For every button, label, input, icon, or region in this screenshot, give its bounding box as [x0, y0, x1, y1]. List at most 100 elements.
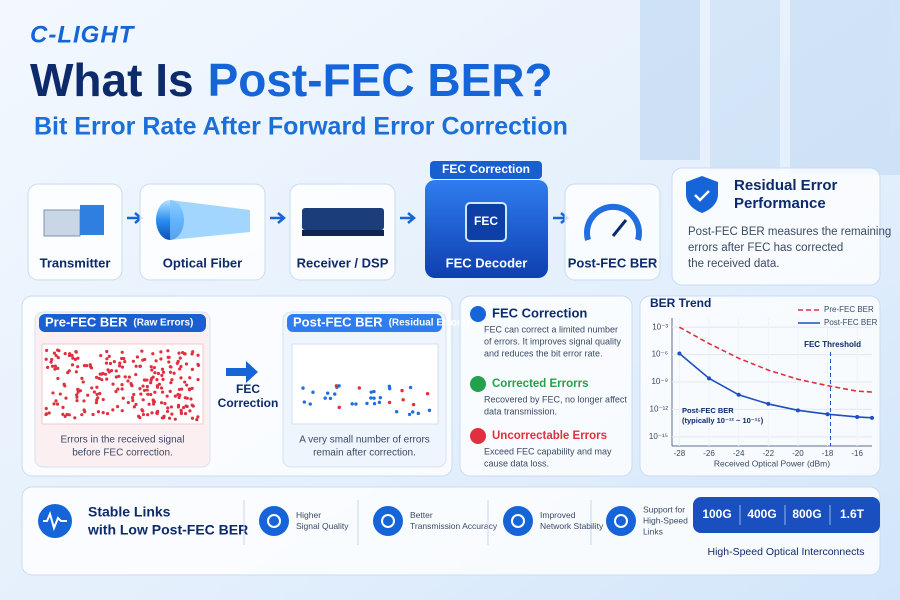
error-dot: [54, 399, 58, 403]
feature-label: High-Speed: [643, 515, 688, 525]
error-dot: [116, 387, 120, 391]
error-dot: [107, 370, 111, 374]
error-dot: [75, 393, 79, 397]
series-marker: [766, 401, 771, 406]
x-tick-label: -16: [851, 449, 863, 458]
error-dot: [82, 364, 86, 368]
error-dot: [196, 377, 200, 382]
post-plot: [291, 343, 439, 425]
error-dot: [58, 392, 62, 396]
shield-icon: [686, 176, 718, 213]
error-dot: [160, 373, 164, 377]
shield-check: [694, 190, 710, 202]
error-dot: [151, 399, 156, 403]
error-dot: [143, 357, 147, 362]
error-dot: [56, 366, 60, 370]
error-dot: [111, 408, 115, 412]
info-text: Recovered by FEC, no longer affect: [484, 394, 627, 404]
error-dot: [61, 405, 65, 409]
error-dot: [52, 351, 57, 355]
stage-label: Optical Fiber: [163, 255, 242, 270]
error-dot: [70, 353, 74, 358]
error-dot: [123, 359, 127, 364]
error-dot: [44, 412, 49, 416]
info-text: data transmission.: [484, 406, 557, 416]
transmitter-icon: [80, 205, 104, 235]
residual-dot: [333, 392, 337, 396]
error-dot: [196, 353, 200, 357]
y-tick-label: 10⁻⁶: [652, 350, 668, 359]
error-dot: [68, 352, 72, 356]
info-title: FEC Correction: [492, 305, 587, 320]
feature-icon: [373, 506, 403, 536]
residual-dot: [377, 400, 382, 405]
error-dot: [109, 369, 114, 373]
series-marker: [870, 415, 874, 420]
error-dot: [55, 402, 60, 406]
feature-label: Signal Quality: [296, 521, 349, 531]
error-dot: [150, 368, 154, 372]
series-marker: [855, 414, 860, 419]
error-dot: [153, 390, 157, 394]
residual-dot: [427, 408, 432, 413]
error-dot: [168, 370, 173, 374]
error-dot: [121, 396, 125, 400]
chip-icon: [465, 202, 507, 242]
error-dot: [178, 367, 182, 371]
error-dot: [145, 384, 149, 389]
info-text: of errors. It improves signal quality: [484, 336, 622, 346]
error-dot: [103, 372, 108, 376]
error-dot: [50, 357, 54, 362]
error-dot: [120, 356, 124, 361]
error-dot: [120, 409, 124, 413]
error-dot: [190, 386, 194, 390]
error-dot: [134, 372, 138, 377]
gauge-icon: [584, 203, 642, 241]
error-dot: [185, 383, 189, 387]
error-dot: [152, 402, 156, 406]
error-dot: [142, 388, 147, 393]
error-dot: [53, 364, 57, 368]
error-dot: [80, 376, 84, 380]
error-dot: [64, 396, 68, 400]
error-dot: [120, 383, 124, 387]
error-dot: [105, 411, 110, 416]
error-dot: [107, 354, 111, 358]
speed-label: 1.6T: [840, 507, 865, 521]
error-dot: [71, 356, 75, 360]
residual-card: [671, 167, 881, 286]
chart-card: [639, 295, 881, 477]
error-dot: [195, 417, 199, 422]
error-dot: [105, 357, 109, 361]
residual-dot: [334, 384, 339, 388]
feature-label: Transmission Accuracy: [410, 521, 498, 531]
error-dot: [152, 365, 156, 370]
pre-tag: (Raw Errors): [133, 318, 193, 329]
residual-dot: [311, 390, 315, 394]
info-title: Corrected Errorrs: [492, 378, 589, 390]
footer-headline: with Low Post-FEC BER: [87, 522, 248, 538]
error-dot: [135, 355, 140, 359]
series-marker: [707, 376, 712, 381]
error-dot: [134, 364, 138, 368]
feature-label: Better: [410, 510, 433, 520]
error-dot: [45, 348, 49, 353]
error-dot: [160, 367, 165, 371]
x-tick-label: -24: [733, 449, 745, 458]
error-dot: [196, 362, 200, 366]
error-dot: [161, 370, 166, 374]
error-dot: [91, 412, 95, 417]
error-dot: [165, 409, 170, 414]
residual-dot: [369, 396, 373, 400]
title: Post-FEC BER?: [208, 54, 553, 106]
error-dot: [100, 378, 104, 382]
error-dot: [82, 399, 86, 403]
error-dot: [183, 411, 188, 416]
legend-label: Post-FEC BER: [824, 318, 878, 327]
error-dot: [149, 392, 153, 397]
wave-line: [43, 511, 67, 532]
error-dot: [94, 375, 99, 380]
error-dot: [169, 381, 173, 385]
error-dot: [173, 417, 177, 421]
error-dot: [188, 409, 192, 413]
